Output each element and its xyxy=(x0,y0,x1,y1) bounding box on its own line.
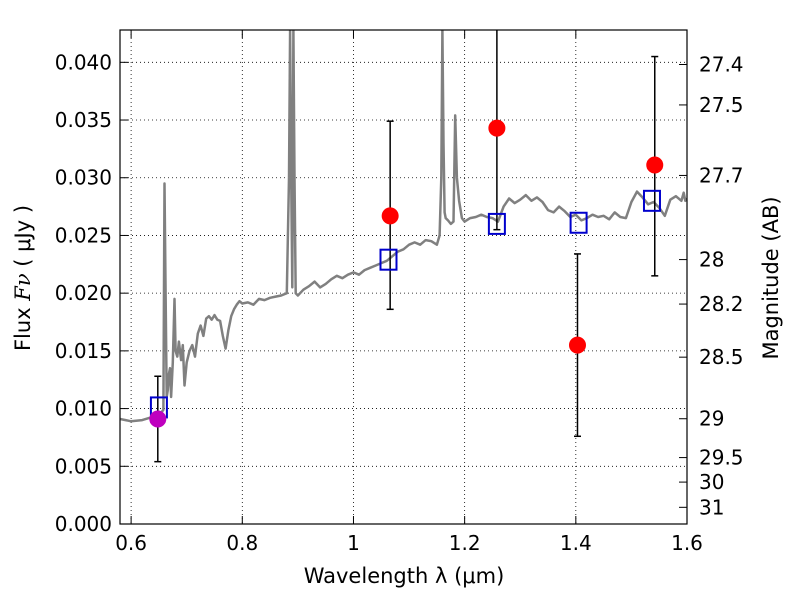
x-tick-label: 0.8 xyxy=(226,531,258,555)
mag-tick-label: 29.5 xyxy=(699,446,744,470)
axis-ticks xyxy=(120,30,688,525)
mag-tick-label: 27.5 xyxy=(699,93,744,117)
x-axis-label: Wavelength λ (μm) xyxy=(304,564,505,588)
observed-flux-point xyxy=(646,156,664,174)
tick-labels: 0.6 0.8 1 1.2 1.4 1.6 0.000 0.005 0.010 0.015 0.02… xyxy=(55,50,744,555)
observed-flux-point xyxy=(381,207,399,225)
y-tick-label: 0.010 xyxy=(55,397,112,421)
model-spectrum-layer xyxy=(120,30,687,423)
y-axis-label-symbol: Fν xyxy=(11,273,35,302)
mag-tick-label: 27.4 xyxy=(699,53,744,77)
y-tick-label: 0.000 xyxy=(55,512,112,536)
y-axis-label-unit: ( μJy ) xyxy=(11,205,35,273)
right-axis-label: Magnitude (AB) xyxy=(759,196,783,359)
y-tick-label: 0.030 xyxy=(55,166,112,190)
model-photometry-square xyxy=(487,212,506,235)
mag-tick-label: 28 xyxy=(699,248,724,272)
y-tick-label: 0.005 xyxy=(55,454,112,478)
grid xyxy=(120,30,687,524)
y-tick-label: 0.025 xyxy=(55,223,112,247)
observed-flux-point xyxy=(488,119,506,137)
mag-tick-label: 31 xyxy=(699,495,724,519)
mag-tick-label: 28.5 xyxy=(699,345,744,369)
observed-photometry-layer xyxy=(149,119,664,428)
x-tick-label: 1.4 xyxy=(560,531,592,555)
y-tick-label: 0.020 xyxy=(55,281,112,305)
mag-tick-label: 29 xyxy=(699,407,724,431)
y-axis-label-prefix: Flux xyxy=(11,301,35,351)
y-axis-label: Flux Fν ( μJy ) xyxy=(11,205,35,351)
observed-flux-point xyxy=(568,336,586,354)
x-tick-label: 0.6 xyxy=(115,531,147,555)
model-spectrum-line xyxy=(120,30,687,423)
model-photometry-square xyxy=(379,248,398,271)
mag-tick-label: 27.7 xyxy=(699,163,744,187)
mag-tick-label: 28.2 xyxy=(699,292,744,316)
plot-frame xyxy=(119,29,688,525)
x-tick-label: 1 xyxy=(347,531,360,555)
y-tick-label: 0.040 xyxy=(55,50,112,74)
x-tick-label: 1.6 xyxy=(671,531,703,555)
model-photometry-square xyxy=(642,189,661,212)
y-tick-label: 0.015 xyxy=(55,339,112,363)
x-tick-label: 1.2 xyxy=(449,531,481,555)
mag-tick-label: 30 xyxy=(699,470,724,494)
model-photometry-square xyxy=(569,211,588,234)
y-tick-label: 0.035 xyxy=(55,108,112,132)
observed-flux-point xyxy=(149,410,167,428)
